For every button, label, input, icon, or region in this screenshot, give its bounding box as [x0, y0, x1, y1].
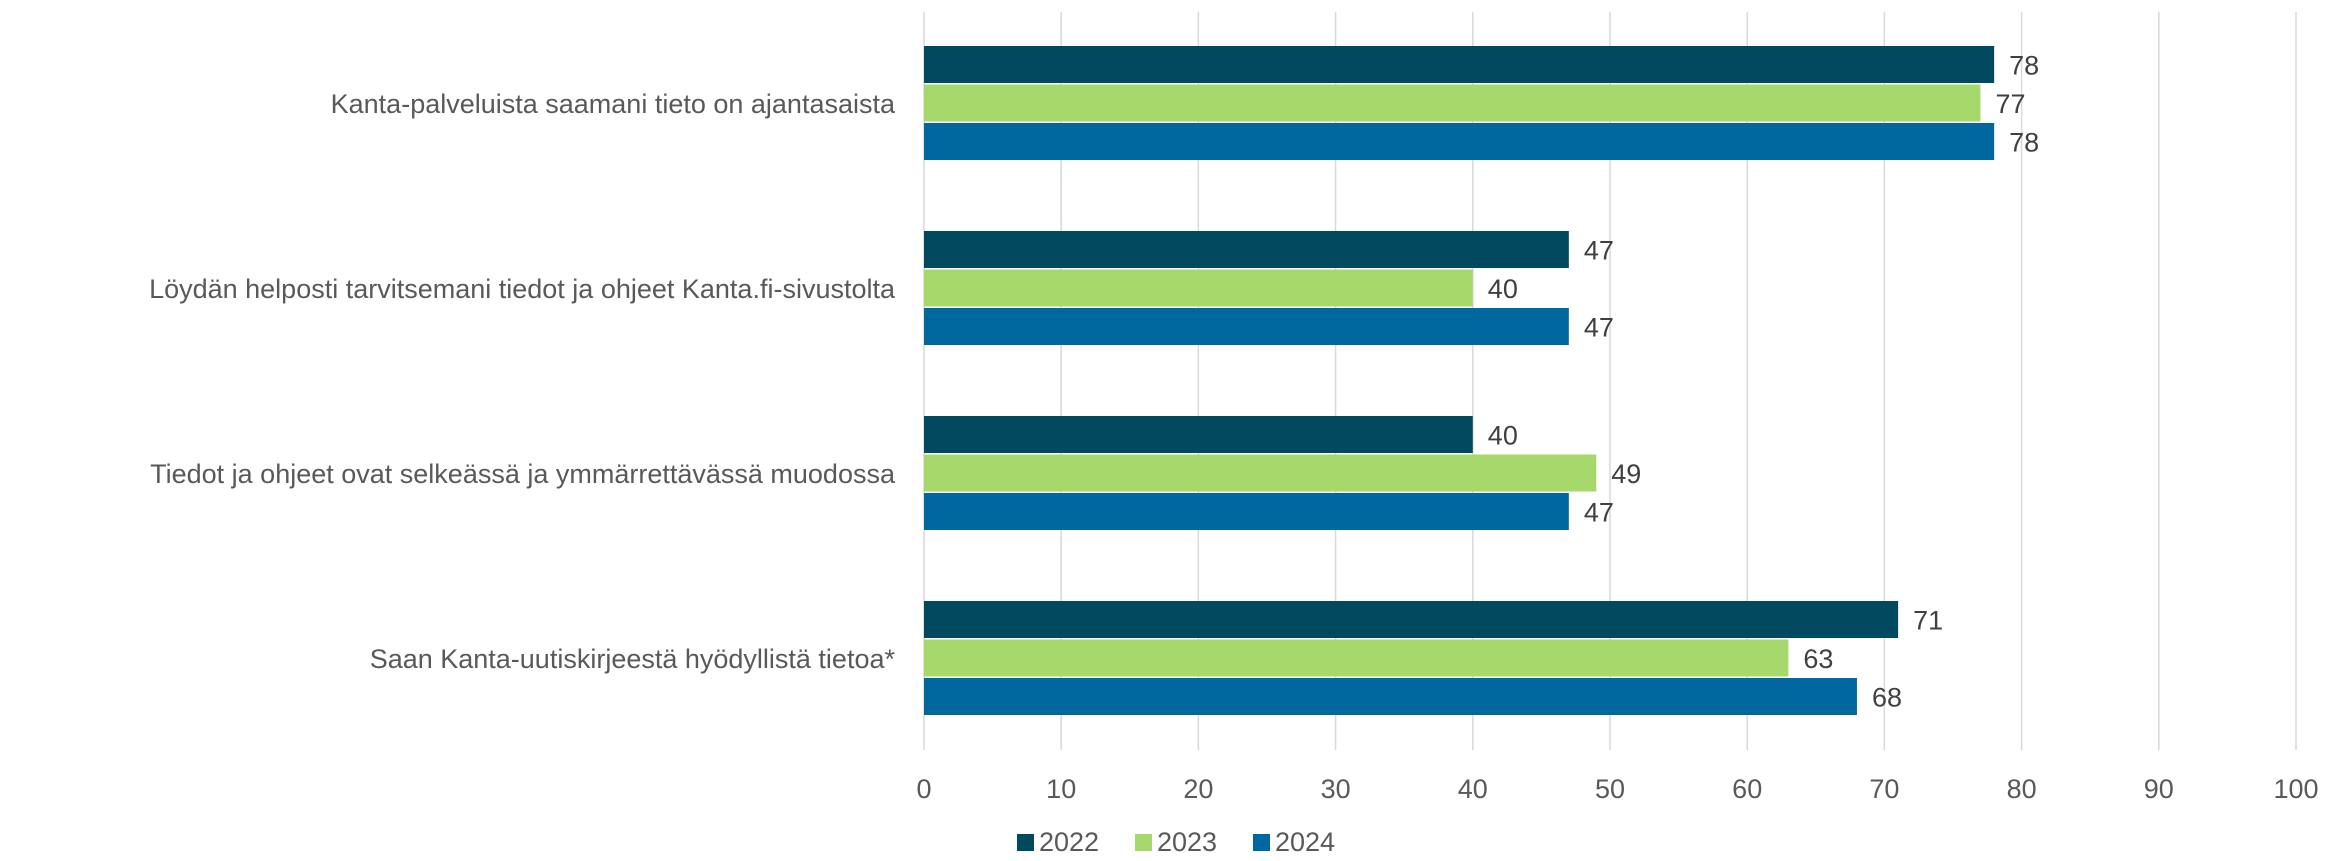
data-label: 40: [1488, 421, 1518, 451]
x-tick-label: 90: [2144, 774, 2174, 804]
data-label: 47: [1584, 498, 1614, 528]
bar-2022-1: [924, 231, 1569, 268]
x-tick-label: 0: [916, 774, 931, 804]
x-tick-label: 70: [1869, 774, 1899, 804]
legend-label: 2022: [1039, 827, 1099, 857]
bars: [924, 46, 1995, 715]
bar-2024-2: [924, 493, 1569, 530]
bar-2024-0: [924, 123, 1995, 160]
category-label: Löydän helposti tarvitsemani tiedot ja o…: [149, 274, 896, 304]
legend-swatch-2023: [1135, 834, 1152, 851]
category-labels: Kanta-palveluista saamani tieto on ajant…: [149, 89, 896, 674]
bar-2022-3: [924, 601, 1899, 638]
category-label: Tiedot ja ohjeet ovat selkeässä ja ymmär…: [150, 459, 896, 489]
bar-2024-3: [924, 678, 1857, 715]
x-tick-label: 10: [1046, 774, 1076, 804]
gridlines: [923, 12, 2297, 750]
data-label: 78: [2009, 51, 2039, 81]
data-label: 78: [2009, 128, 2039, 158]
x-tick-label: 30: [1321, 774, 1351, 804]
data-label: 68: [1872, 683, 1902, 713]
data-label: 49: [1611, 459, 1641, 489]
data-label: 63: [1803, 644, 1833, 674]
bar-2023-0: [924, 84, 1981, 122]
x-tick-label: 20: [1183, 774, 1213, 804]
category-label: Kanta-palveluista saamani tieto on ajant…: [331, 89, 896, 119]
legend-label: 2024: [1275, 827, 1335, 857]
category-label: Saan Kanta-uutiskirjeestä hyödyllistä ti…: [370, 644, 896, 674]
bar-2022-0: [924, 46, 1995, 83]
x-tick-label: 50: [1595, 774, 1625, 804]
x-tick-label: 80: [2007, 774, 2037, 804]
bar-2023-2: [924, 454, 1597, 492]
bar-2023-1: [924, 269, 1473, 307]
bar-2022-2: [924, 416, 1473, 453]
x-tick-label: 100: [2273, 774, 2318, 804]
data-label: 47: [1584, 313, 1614, 343]
legend-swatch-2022: [1017, 834, 1034, 851]
x-tick-label: 60: [1732, 774, 1762, 804]
data-labels: 78 77 78 47 40 47 40 49 47 71 63 68: [1488, 51, 2039, 713]
legend-label: 2023: [1157, 827, 1217, 857]
data-label: 47: [1584, 236, 1614, 266]
x-axis-ticks: 0 10 20 30 40 50 60 70 80 90 100: [916, 774, 2318, 804]
legend-swatch-2024: [1253, 834, 1270, 851]
legend: 2022 2023 2024: [1017, 827, 1335, 857]
x-tick-label: 40: [1458, 774, 1488, 804]
data-label: 40: [1488, 274, 1518, 304]
bar-2023-3: [924, 639, 1789, 677]
bar-2024-1: [924, 308, 1569, 345]
data-label: 71: [1913, 606, 1943, 636]
data-label: 77: [1995, 89, 2025, 119]
